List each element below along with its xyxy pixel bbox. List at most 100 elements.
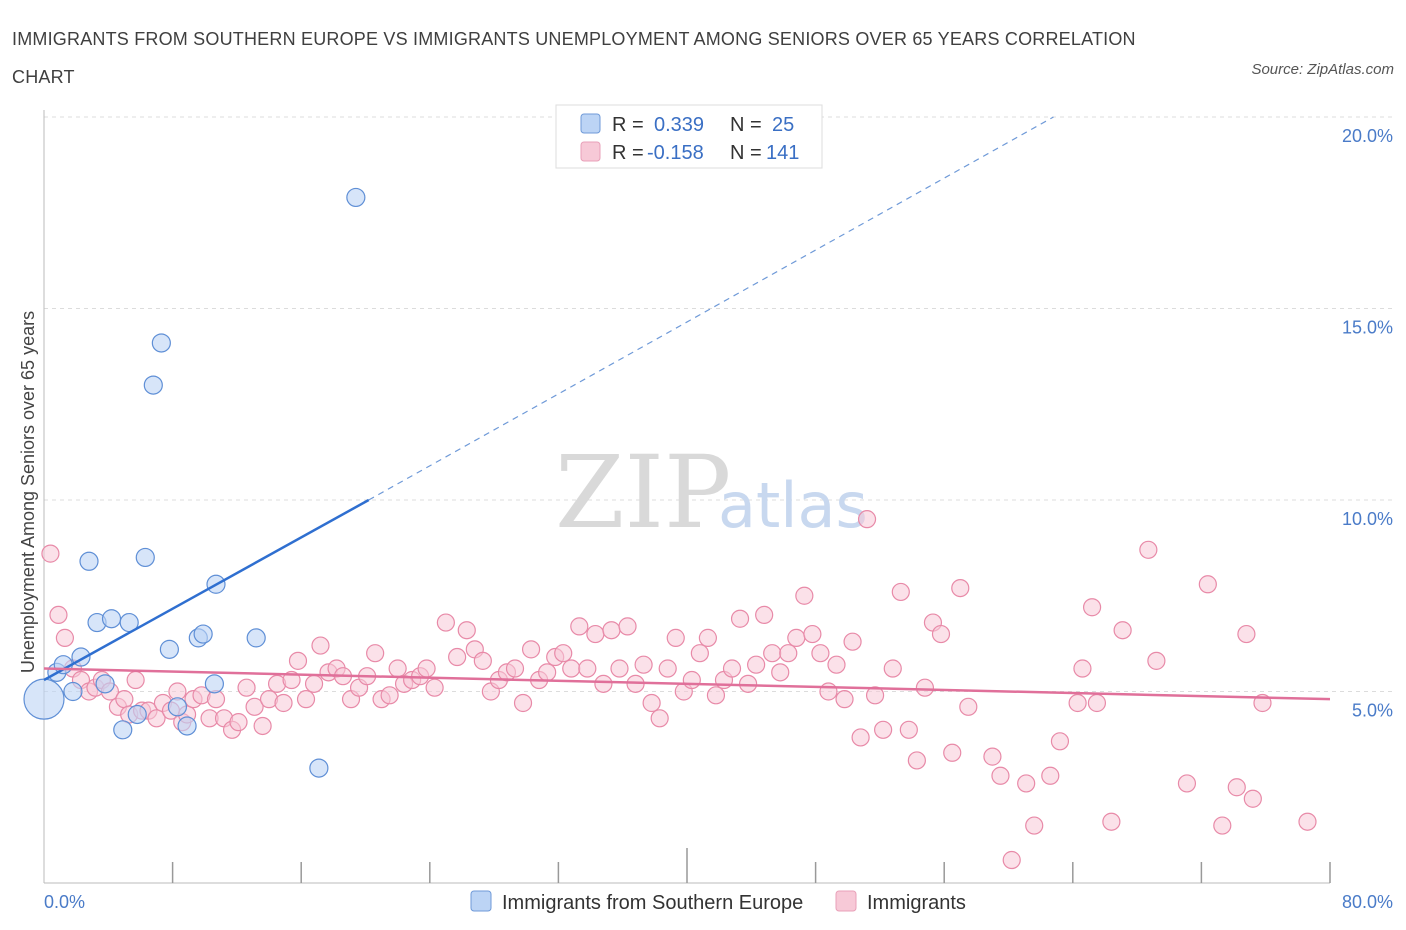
immigrants-point <box>827 655 846 674</box>
x-axis-ticks <box>171 848 1331 883</box>
immigrants-point <box>883 659 902 678</box>
immigrants-point <box>521 640 541 659</box>
immigrants-point <box>602 621 621 640</box>
southern-europe-point <box>63 681 83 702</box>
bottom-legend-label-pink: Immigrants <box>867 892 966 914</box>
y-tick-label: 20.0% <box>1342 126 1393 146</box>
immigrants-point <box>747 655 766 674</box>
legend-r-label-blue: R = <box>612 114 644 136</box>
immigrants-point <box>1025 816 1044 835</box>
immigrants-point <box>311 636 330 655</box>
immigrants-point <box>1139 540 1158 559</box>
legend-swatch-blue <box>580 113 601 134</box>
immigrants-point <box>1002 850 1021 870</box>
x-tick-label: 80.0% <box>1342 892 1393 912</box>
immigrants-point <box>843 632 862 651</box>
immigrants-point <box>586 624 605 644</box>
immigrants-point <box>931 624 951 644</box>
immigrants-point <box>473 651 492 670</box>
immigrants-point <box>304 674 324 693</box>
immigrants-points <box>41 510 1317 870</box>
immigrants-point <box>288 651 308 670</box>
immigrants-point <box>538 663 557 682</box>
y-tick-label: 15.0% <box>1342 318 1393 338</box>
immigrants-point <box>366 644 385 663</box>
immigrants-point <box>835 690 854 709</box>
immigrants-point <box>253 716 272 736</box>
immigrants-point <box>380 686 399 705</box>
immigrants-point <box>730 609 750 628</box>
immigrants-point <box>857 510 877 529</box>
immigrants-point <box>448 647 467 667</box>
immigrants-point <box>245 697 264 716</box>
immigrants-point <box>755 605 774 625</box>
immigrants-point <box>554 644 573 663</box>
immigrants-point <box>126 670 145 690</box>
watermark-atlas: atlas <box>718 469 868 542</box>
immigrants-point <box>983 747 1002 766</box>
immigrants-point <box>274 693 293 713</box>
immigrants-point <box>296 690 316 709</box>
immigrants-point <box>1227 778 1246 797</box>
immigrants-point <box>779 644 798 663</box>
immigrants-point <box>811 644 830 663</box>
immigrants-point <box>55 628 74 647</box>
immigrants-point <box>738 674 758 693</box>
immigrants-point <box>41 544 60 563</box>
immigrants-point <box>851 728 870 747</box>
legend-n-value-blue: 25 <box>772 114 794 136</box>
southern-europe-point <box>127 704 147 725</box>
gridlines <box>44 116 1395 692</box>
bottom-legend: Immigrants from Southern Europe Immigran… <box>470 890 966 914</box>
southern-europe-trend-extension <box>368 116 1054 501</box>
immigrants-point <box>610 659 629 678</box>
legend-swatch-pink <box>580 141 601 162</box>
legend-n-label-pink: N = <box>730 142 762 164</box>
immigrants-point <box>457 621 476 640</box>
immigrants-point <box>1102 812 1121 831</box>
immigrants-point <box>706 686 726 705</box>
immigrants-point <box>899 720 918 739</box>
immigrants-point <box>1243 789 1262 808</box>
immigrants-point <box>1041 766 1060 785</box>
immigrants-point <box>237 678 256 697</box>
immigrants-point <box>634 655 653 674</box>
southern-europe-point <box>159 639 179 659</box>
legend-box: R = 0.339 N = 25 R = -0.158 N = 141 <box>555 104 823 169</box>
immigrants-point <box>1068 693 1087 713</box>
immigrants-point <box>650 709 669 728</box>
immigrants-point <box>1082 598 1102 617</box>
southern-europe-point <box>346 187 366 208</box>
legend-n-value-pink: 141 <box>766 142 799 164</box>
immigrants-point <box>1073 659 1092 678</box>
bottom-legend-swatch-blue <box>470 890 492 912</box>
y-tick-label: 10.0% <box>1342 509 1393 529</box>
immigrants-point <box>690 644 709 663</box>
immigrants-point <box>147 709 166 728</box>
immigrants-point <box>1198 575 1217 594</box>
immigrants-point <box>698 628 717 647</box>
southern-europe-point <box>309 758 329 778</box>
immigrants-point <box>594 674 613 693</box>
y-axis-label: Unemployment Among Seniors over 65 years <box>18 311 38 673</box>
immigrants-point <box>642 693 661 713</box>
legend-r-label-pink: R = <box>612 142 644 164</box>
immigrants-point <box>991 766 1010 785</box>
immigrants-point <box>865 686 885 705</box>
immigrants-point <box>959 697 978 716</box>
x-axis-tick-labels: 0.0% 80.0% <box>44 892 1393 912</box>
immigrants-point <box>1050 732 1070 751</box>
immigrants-point <box>771 663 790 682</box>
southern-europe-point <box>79 551 99 571</box>
immigrants-point <box>49 605 68 625</box>
bottom-legend-label-blue: Immigrants from Southern Europe <box>502 892 803 914</box>
watermark: ZIP atlas <box>555 434 868 551</box>
southern-europe-point <box>23 678 65 720</box>
immigrants-point <box>763 644 782 663</box>
southern-europe-trend-line <box>43 498 370 682</box>
southern-europe-point <box>113 720 133 740</box>
legend-r-value-pink: -0.158 <box>647 142 704 164</box>
immigrants-point <box>425 678 444 697</box>
bottom-legend-swatch-pink <box>835 890 857 912</box>
legend-r-value-blue: 0.339 <box>654 114 704 136</box>
